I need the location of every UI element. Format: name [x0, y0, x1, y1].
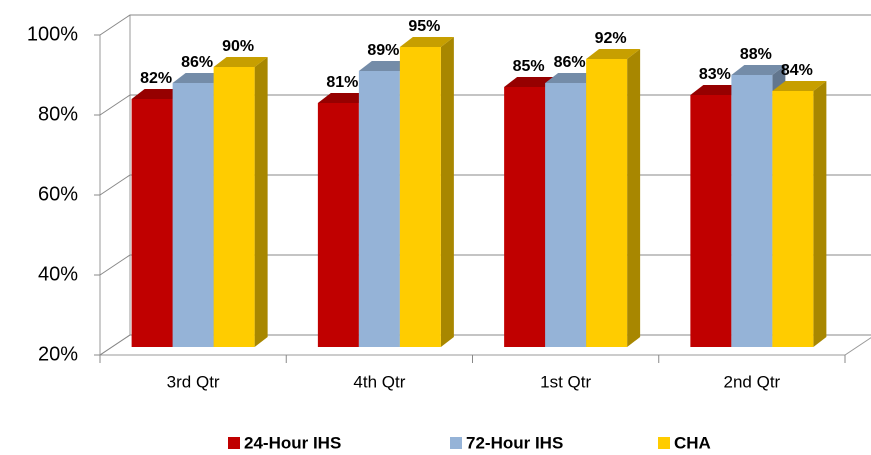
bar	[586, 59, 628, 347]
value-label: 95%	[408, 18, 440, 35]
bar-top	[586, 49, 641, 59]
y-tick-label: 60%	[38, 183, 78, 205]
value-label: 86%	[181, 54, 213, 71]
value-label: 81%	[326, 74, 358, 91]
bar-top	[317, 93, 372, 103]
bar-top	[772, 81, 827, 91]
bar-top	[690, 85, 745, 95]
x-tick-label: 3rd Qtr	[167, 372, 220, 391]
bar-top	[131, 89, 186, 99]
value-label: 84%	[781, 62, 813, 79]
value-label: 83%	[699, 66, 731, 83]
bar-top	[545, 73, 600, 83]
bar	[358, 71, 400, 347]
x-tick-label: 1st Qtr	[540, 372, 591, 391]
y-tick-label: 80%	[38, 103, 78, 125]
legend-label: 72-Hour IHS	[466, 433, 563, 452]
bar-top	[399, 37, 454, 47]
bar	[690, 95, 732, 347]
bar	[731, 75, 773, 347]
x-tick-label: 4th Qtr	[353, 372, 405, 391]
value-label: 92%	[595, 30, 627, 47]
value-label: 82%	[140, 70, 172, 87]
bar-side	[813, 81, 827, 347]
grid-line	[99, 14, 871, 36]
bar	[317, 103, 359, 347]
legend-swatch	[450, 437, 462, 449]
bar	[504, 87, 546, 347]
value-label: 85%	[513, 58, 545, 75]
legend-swatch	[658, 437, 670, 449]
legend-label: 24-Hour IHS	[244, 433, 341, 452]
bar-top	[731, 65, 786, 75]
x-tick-label: 2nd Qtr	[724, 372, 781, 391]
bar-top	[358, 61, 413, 71]
bar-top	[213, 57, 268, 67]
legend-swatch	[228, 437, 240, 449]
bar	[545, 83, 587, 347]
value-label: 89%	[367, 42, 399, 59]
y-tick-label: 40%	[38, 263, 78, 285]
bar-side	[440, 37, 454, 347]
bar	[172, 83, 214, 347]
bar	[213, 67, 255, 347]
legend-label: CHA	[674, 433, 711, 452]
bar	[131, 99, 173, 347]
value-label: 88%	[740, 46, 772, 63]
value-label: 90%	[222, 38, 254, 55]
y-tick-label: 100%	[27, 23, 78, 45]
y-tick-label: 20%	[38, 343, 78, 365]
value-label: 86%	[554, 54, 586, 71]
bar	[772, 91, 814, 347]
bar-top	[504, 77, 559, 87]
bar-side	[627, 49, 641, 347]
bar	[399, 47, 441, 347]
bar-top	[172, 73, 227, 83]
bar-side	[254, 57, 268, 347]
